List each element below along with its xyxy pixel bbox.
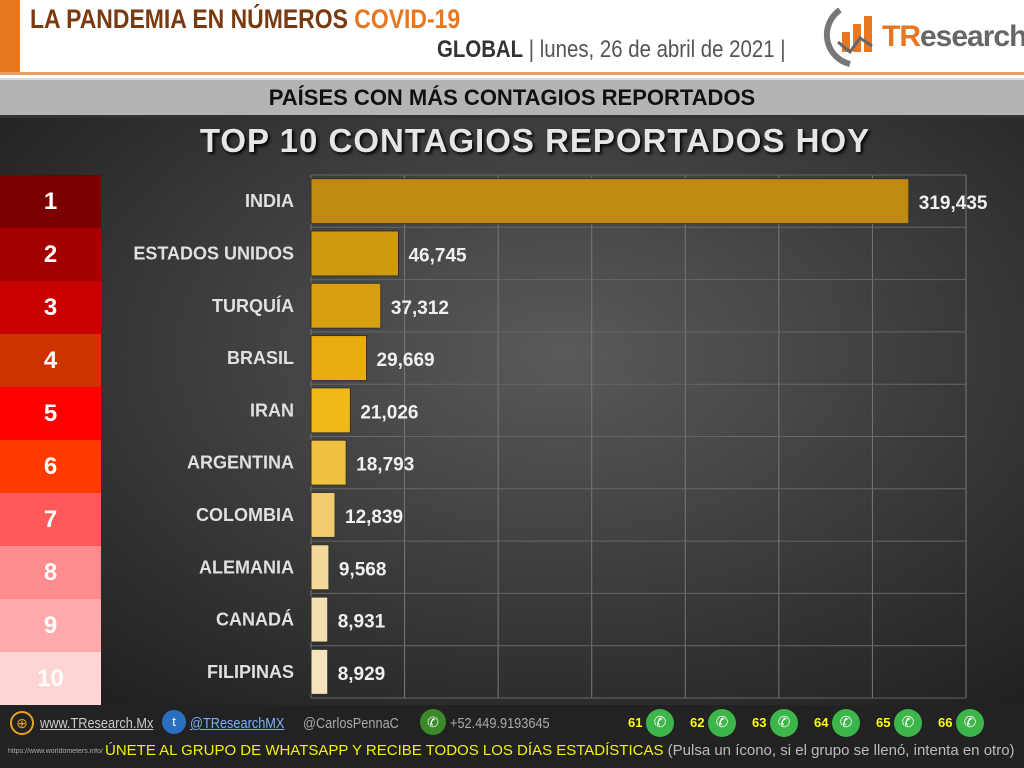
- group-number: 65: [876, 715, 891, 730]
- whatsapp-icon[interactable]: ✆: [646, 709, 674, 737]
- whatsapp-icon[interactable]: ✆: [832, 709, 860, 737]
- subtitle: GLOBAL | lunes, 26 de abril de 2021 |: [437, 36, 786, 64]
- category-label: ALEMANIA: [199, 557, 294, 577]
- title-accent: COVID-19: [354, 4, 461, 34]
- globe-icon: ⊕: [10, 711, 34, 735]
- group-number: 64: [814, 715, 829, 730]
- author-handle: @CarlosPennaC: [303, 715, 399, 732]
- phone-icon: ✆: [420, 709, 446, 735]
- logo-rest: esearch: [920, 20, 1024, 53]
- group-number: 61: [628, 715, 643, 730]
- rank-badge: 2: [0, 228, 101, 281]
- category-label: COLOMBIA: [196, 505, 294, 525]
- bar-chart: INDIA 319,435 ESTADOS UNIDOS 46,745 TURQUÍA 3…: [133, 174, 988, 699]
- whatsapp-icon[interactable]: ✆: [956, 709, 984, 737]
- twitter-icon[interactable]: t: [162, 710, 186, 734]
- whatsapp-icon[interactable]: ✆: [708, 709, 736, 737]
- bar: [310, 596, 329, 643]
- category-label: ARGENTINA: [187, 453, 294, 473]
- category-label: TURQUÍA: [212, 295, 294, 316]
- twitter-link[interactable]: @TResearchMX: [190, 715, 285, 732]
- logo-text: TResearch: [882, 20, 1024, 54]
- data-label: 29,669: [377, 350, 435, 371]
- category-label: INDIA: [245, 191, 294, 211]
- rank-badge: 8: [0, 546, 101, 599]
- category-label: IRAN: [250, 400, 294, 420]
- bar: [310, 230, 399, 277]
- date: | lunes, 26 de abril de 2021 |: [528, 36, 786, 63]
- bar: [310, 648, 329, 695]
- group-number: 63: [752, 715, 767, 730]
- group-number: 66: [938, 715, 953, 730]
- whatsapp-icon[interactable]: ✆: [894, 709, 922, 737]
- data-label: 9,568: [339, 559, 387, 580]
- bar: [310, 282, 382, 329]
- category-label: ESTADOS UNIDOS: [133, 243, 294, 263]
- source-url: https://www.worldometers.info/: [8, 748, 103, 755]
- bar: [310, 387, 351, 434]
- rank-badge: 9: [0, 599, 101, 652]
- data-label: 46,745: [408, 245, 467, 266]
- data-label: 37,312: [391, 298, 449, 319]
- data-label: 21,026: [360, 402, 418, 423]
- tresearch-logo-icon: [823, 7, 873, 67]
- category-label: CANADÁ: [216, 609, 294, 630]
- rank-badge: 3: [0, 281, 101, 334]
- whatsapp-cta: ÚNETE AL GRUPO DE WHATSAPP Y RECIBE TODO…: [105, 742, 1015, 759]
- bar: [310, 439, 347, 486]
- whatsapp-icon[interactable]: ✆: [770, 709, 798, 737]
- join-note: (Pulsa un ícono, si el grupo se llenó, i…: [667, 742, 1015, 759]
- data-label: 8,931: [338, 612, 386, 633]
- header: LA PANDEMIA EN NÚMEROS COVID-19 GLOBAL |…: [0, 0, 1024, 75]
- category-label: FILIPINAS: [207, 662, 294, 682]
- data-label: 319,435: [919, 193, 988, 214]
- section-band: PAÍSES CON MÁS CONTAGIOS REPORTADOS: [0, 78, 1024, 118]
- rank-badge: 10: [0, 652, 101, 705]
- group-number: 62: [690, 715, 705, 730]
- rank-badge: 5: [0, 387, 101, 440]
- data-label: 18,793: [356, 455, 414, 476]
- rank-badge: 7: [0, 493, 101, 546]
- page-title: LA PANDEMIA EN NÚMEROS COVID-19: [30, 4, 460, 35]
- bar: [310, 335, 368, 382]
- logo-accent: TR: [882, 20, 921, 53]
- bar: [310, 491, 336, 538]
- rank-badge: 1: [0, 175, 101, 228]
- bar: [310, 178, 910, 225]
- data-label: 12,839: [345, 507, 403, 528]
- category-label: BRASIL: [227, 348, 294, 368]
- phone-number: +52.449.9193645: [450, 715, 550, 732]
- title-main: LA PANDEMIA EN NÚMEROS: [30, 4, 348, 34]
- data-label: 8,929: [338, 664, 386, 685]
- website-link[interactable]: www.TResearch.Mx: [40, 715, 154, 732]
- chart-title: TOP 10 CONTAGIOS REPORTADOS HOY: [199, 122, 871, 159]
- accent-bar: [0, 0, 20, 72]
- rank-badge: 6: [0, 440, 101, 493]
- join-text: ÚNETE AL GRUPO DE WHATSAPP Y RECIBE TODO…: [105, 742, 664, 759]
- scope: GLOBAL: [437, 36, 524, 63]
- bar: [310, 544, 330, 591]
- rank-badge: 4: [0, 334, 101, 387]
